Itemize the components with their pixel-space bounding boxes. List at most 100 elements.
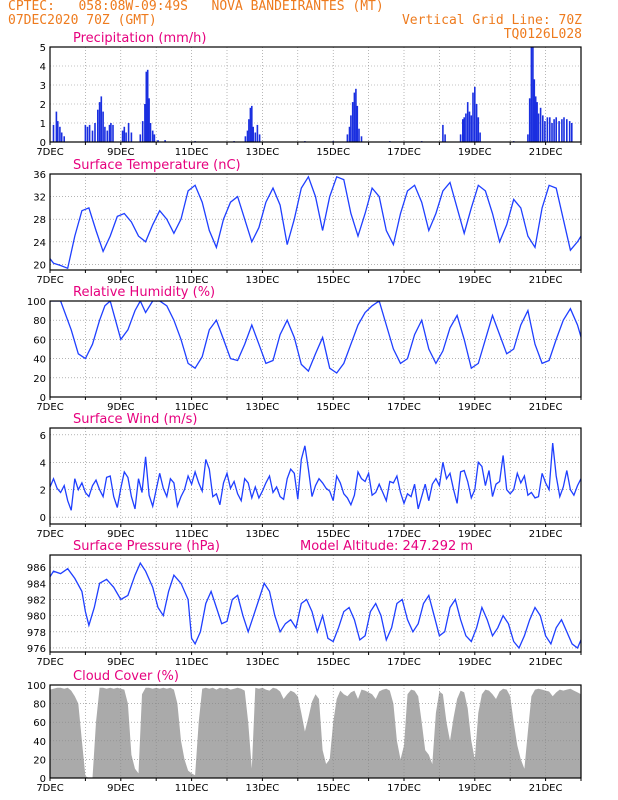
precip-bar (474, 86, 476, 142)
rh-xtick-label: 19DEC (458, 402, 492, 413)
pres-title: Surface Pressure (hPa) (73, 539, 220, 554)
wind-xtick-label: 17DEC (387, 529, 421, 540)
temp-xtick-label: 9DEC (107, 275, 134, 286)
temp-ytick-label: 20 (33, 260, 46, 271)
temp-panel: Surface Temperature (nC) 20 24 28 32 36 7DEC 9D… (33, 158, 582, 286)
cloud-panel: Cloud Cover (%) 0 20 40 60 80 100 7DEC 9DEC 11DEC… (27, 669, 582, 794)
precip-bar (532, 47, 534, 142)
precip-bar (88, 124, 91, 142)
pres-series-line (50, 561, 581, 650)
precip-bar (130, 132, 133, 142)
wind-frame (49, 427, 582, 525)
wind-title: Surface Wind (m/s) (73, 412, 197, 427)
rh-xtick-label: 21DEC (529, 402, 563, 413)
pres-xtick-label: 15DEC (316, 657, 350, 668)
rh-xtick-label: 17DEC (387, 402, 421, 413)
precip-xtick-label: 19DEC (458, 147, 492, 158)
rh-xtick-label: 11DEC (175, 402, 209, 413)
station-line: CPTEC: 058:08W-09:49S NOVA BANDEIRANTES … (8, 0, 384, 14)
pres-ytick-label: 982 (27, 595, 46, 606)
precip-bar (149, 123, 152, 142)
cloud-ytick-label: 40 (33, 737, 46, 748)
precip-bar (527, 134, 529, 142)
precip-bar (530, 47, 533, 142)
precip-bar (477, 117, 480, 142)
precip-xtick-label: 11DEC (175, 147, 209, 158)
model-id: TQ0126L028 (503, 27, 582, 42)
precip-bar (566, 119, 568, 142)
precip-panel: Precipitation (mm/h) 0 1 2 3 4 5 7DEC 9DEC 11DEC 1… (36, 31, 582, 158)
precip-bar (121, 130, 124, 142)
precip-bar (252, 126, 254, 142)
precip-bar (355, 88, 357, 142)
precip-bar (104, 126, 106, 142)
wind-xtick-label: 9DEC (107, 529, 134, 540)
precip-bar (444, 134, 446, 142)
precip-bar (555, 117, 557, 142)
wind-xtick-label: 21DEC (529, 529, 563, 540)
wind-ytick-label: 2 (40, 486, 46, 497)
precip-bar (55, 111, 58, 142)
precip-bar (106, 130, 109, 142)
precip-bar (246, 130, 249, 142)
precip-bar (145, 71, 148, 142)
precip-xtick-label: 9DEC (107, 147, 134, 158)
precip-bar (102, 111, 104, 142)
precip-ytick-label: 5 (40, 43, 46, 54)
precip-bar (533, 79, 536, 142)
precip-bar (249, 107, 252, 142)
pres-subtitle: Model Altitude: 247.292 m (300, 539, 473, 554)
rh-series-line (50, 301, 581, 374)
cloud-ytick-label: 80 (33, 700, 46, 711)
precip-bar (536, 102, 538, 142)
precip-bar (351, 102, 354, 142)
precip-bar (254, 132, 257, 142)
precip-bar (60, 132, 63, 142)
precip-bar (534, 96, 537, 142)
precip-bar (151, 130, 154, 142)
precip-bar (127, 123, 130, 142)
cloud-xtick-label: 19DEC (458, 783, 492, 794)
pres-xtick-label: 21DEC (529, 657, 563, 668)
pres-ytick-label: 978 (27, 628, 46, 639)
rh-frame (49, 300, 582, 398)
run-date: 07DEC2020 70Z (GMT) (8, 13, 157, 28)
precip-bar (459, 134, 462, 142)
cloud-xtick-label: 13DEC (246, 783, 280, 794)
temp-series-line (50, 175, 581, 270)
precip-bar (157, 140, 159, 142)
precip-bar (539, 107, 542, 142)
pres-ytick-label: 984 (27, 579, 46, 590)
precip-bar (86, 126, 89, 142)
precip-bar (544, 121, 546, 142)
precip-bar (97, 109, 99, 142)
wind-ytick-label: 0 (40, 513, 46, 524)
cloud-xtick-label: 7DEC (36, 783, 63, 794)
temp-ytick-label: 24 (33, 238, 46, 249)
precip-frame (49, 46, 582, 143)
precip-bar (561, 119, 563, 142)
precip-bar (59, 126, 61, 142)
cloud-ytick-label: 0 (40, 774, 46, 785)
rh-xtick-label: 9DEC (107, 402, 134, 413)
rh-title: Relative Humidity (%) (73, 285, 215, 300)
precip-bar (98, 102, 101, 142)
rh-ytick-label: 100 (27, 297, 46, 308)
precip-bar (563, 117, 565, 142)
precip-bar (360, 136, 363, 142)
precip-bar (528, 98, 531, 142)
precip-ytick-label: 0 (40, 138, 46, 149)
meteogram-header: CPTEC: 058:08W-09:49S NOVA BANDEIRANTES … (0, 0, 618, 46)
temp-ytick-label: 36 (33, 170, 46, 181)
pres-frame (49, 554, 582, 653)
wind-xtick-label: 11DEC (175, 529, 209, 540)
temp-xtick-label: 19DEC (458, 275, 492, 286)
cloud-xtick-label: 11DEC (175, 783, 209, 794)
precip-bar (57, 121, 59, 142)
precip-bar (141, 121, 144, 142)
precip-bar (462, 119, 464, 142)
temp-xtick-label: 7DEC (36, 275, 63, 286)
cloud-ytick-label: 60 (33, 718, 46, 729)
temp-xtick-label: 11DEC (175, 275, 209, 286)
precip-bar (112, 124, 114, 142)
